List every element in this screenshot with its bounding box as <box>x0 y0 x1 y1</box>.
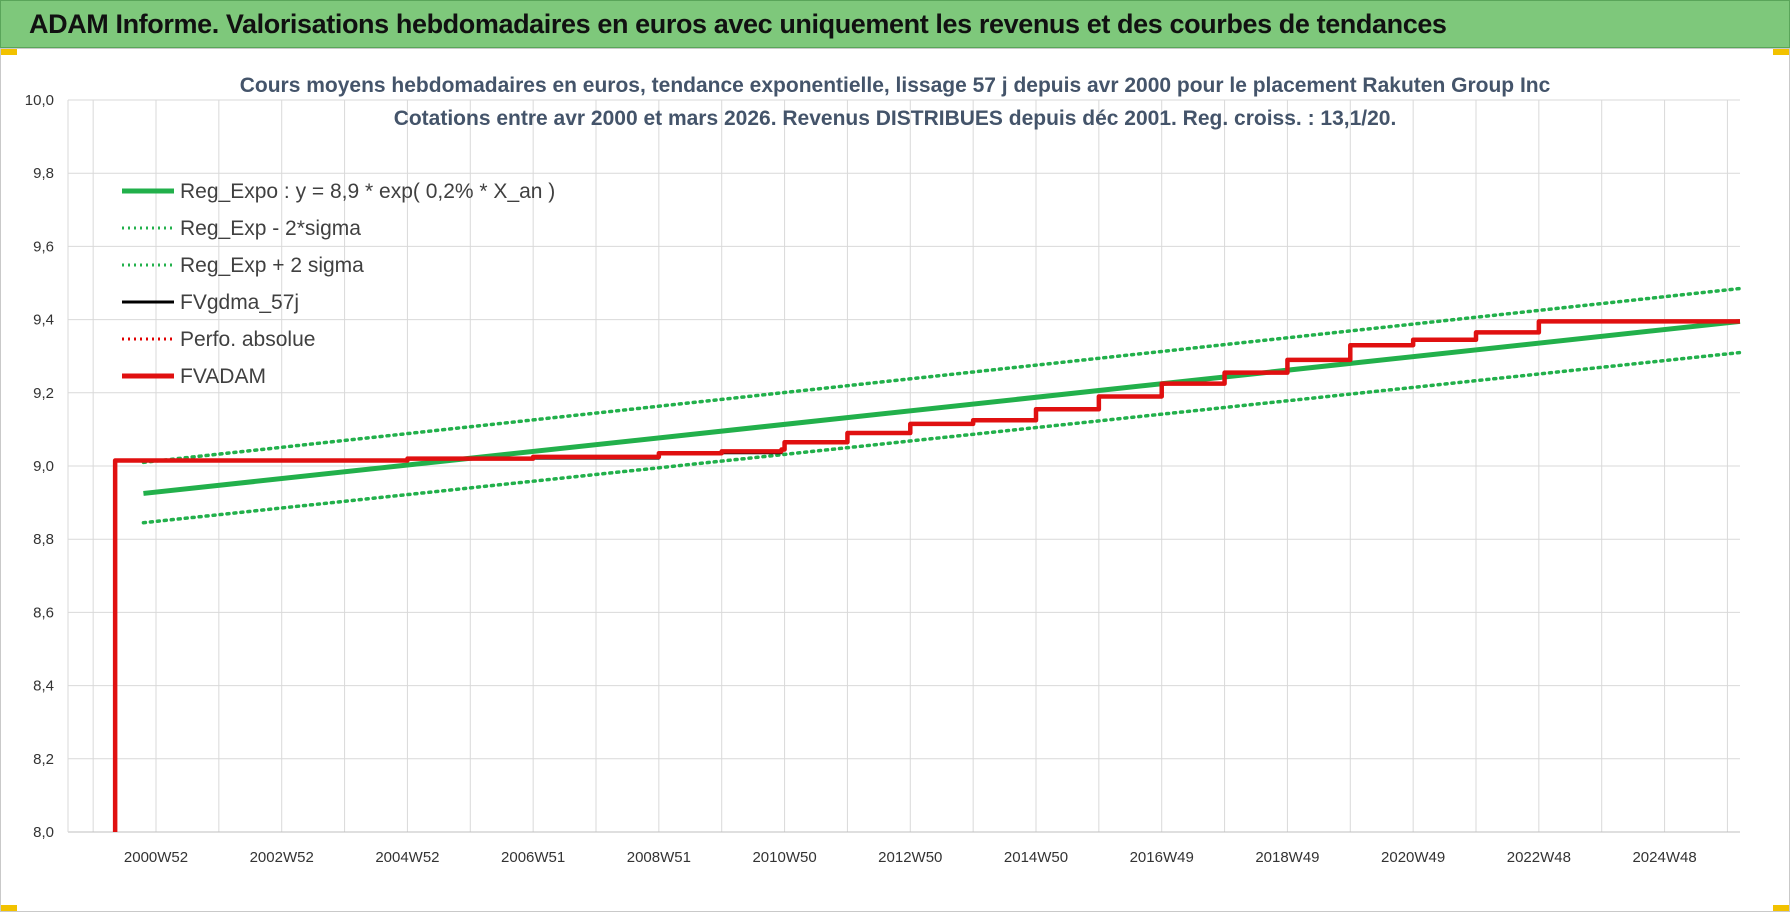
chart-subtitle: Cotations entre avr 2000 et mars 2026. R… <box>394 107 1397 130</box>
x-tick-label: 2016W49 <box>1130 849 1194 866</box>
frame-corner-bottom-right <box>1773 905 1789 911</box>
y-tick-label: 8,6 <box>33 604 54 621</box>
x-tick-label: 2022W48 <box>1507 849 1571 866</box>
report-title: ADAM Informe. Valorisations hebdomadaire… <box>29 9 1447 39</box>
y-tick-label: 9,8 <box>33 165 54 182</box>
y-tick-label: 8,8 <box>33 531 54 548</box>
y-tick-label: 9,4 <box>33 312 54 329</box>
frame-corner-top-right <box>1773 49 1789 55</box>
y-tick-label: 8,0 <box>33 824 54 841</box>
x-tick-label: 2020W49 <box>1381 849 1445 866</box>
chart-title: Cours moyens hebdomadaires en euros, ten… <box>240 74 1551 97</box>
y-tick-label: 8,4 <box>33 678 54 695</box>
x-tick-label: 2004W52 <box>375 849 439 866</box>
x-tick-label: 2012W50 <box>878 849 942 866</box>
legend-label: FVADAM <box>180 365 266 388</box>
chart-gridlines <box>68 99 1740 833</box>
x-tick-label: 2014W50 <box>1004 849 1068 866</box>
legend-label: Perfo. absolue <box>180 328 315 351</box>
y-tick-label: 9,2 <box>33 385 54 402</box>
legend-label: FVgdma_57j <box>180 291 299 314</box>
frame-corner-top-left <box>1 49 17 55</box>
x-tick-label: 2006W51 <box>501 849 565 866</box>
series-line <box>112 319 1740 832</box>
y-tick-label: 9,0 <box>33 458 54 475</box>
y-tick-label: 8,2 <box>33 751 54 768</box>
x-tick-label: 2002W52 <box>250 849 314 866</box>
x-tick-label: 2024W48 <box>1632 849 1696 866</box>
legend-label: Reg_Expo : y = 8,9 * exp( 0,2% * X_an ) <box>180 180 555 203</box>
legend-label: Reg_Exp + 2 sigma <box>180 254 364 277</box>
chart-series <box>112 286 1742 832</box>
chart-axes: 8,0 8,2 8,4 8,6 8,8 9,0 9,2 9,4 9,6 9,8 10,0 2000W5… <box>25 92 1740 866</box>
series-line <box>114 320 1740 832</box>
series-line <box>141 350 1742 525</box>
x-tick-label: 2018W49 <box>1255 849 1319 866</box>
x-tick-label: 2010W50 <box>752 849 816 866</box>
x-tick-label: 2008W51 <box>627 849 691 866</box>
legend-label: Reg_Exp - 2*sigma <box>180 217 361 240</box>
y-tick-label: 10,0 <box>25 92 54 109</box>
series-line <box>141 286 1742 465</box>
series-line <box>143 318 1741 496</box>
chart-legend: Reg_Expo : y = 8,9 * exp( 0,2% * X_an ) R… <box>122 180 555 388</box>
x-tick-label: 2000W52 <box>124 849 188 866</box>
y-tick-label: 9,6 <box>33 238 54 255</box>
frame-corner-bottom-left <box>1 905 17 911</box>
report-banner: ADAM Informe. Valorisations hebdomadaire… <box>0 0 1790 48</box>
